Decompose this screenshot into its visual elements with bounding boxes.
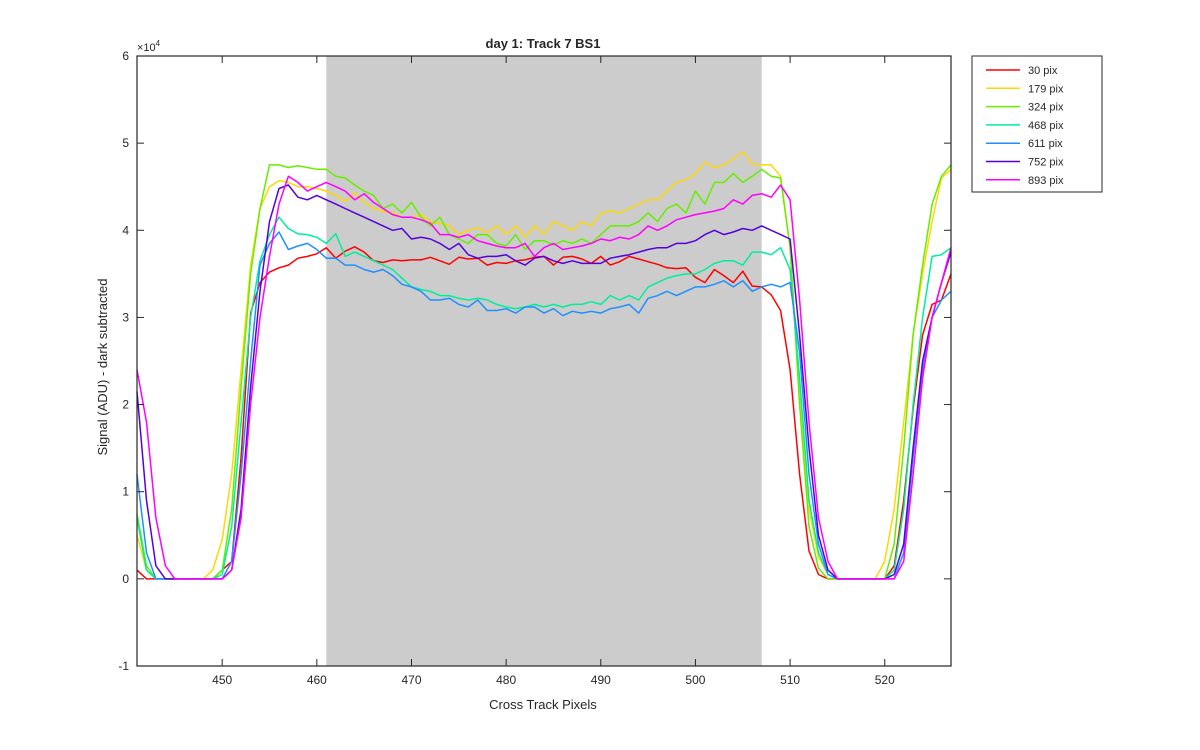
legend-label-4: 468 pix — [1028, 120, 1064, 132]
series-line-6 — [136, 184, 952, 580]
series-line-2 — [136, 151, 952, 580]
y-exponent-base: ×10 — [137, 42, 156, 54]
plot-area: 450 460 470 480 490 500 510 520 -1 0 1 2 3 4 5 6 — [118, 49, 952, 687]
chart-title: day 1: Track 7 BS1 — [486, 36, 601, 51]
legend-label-2: 179 pix — [1028, 83, 1064, 95]
y-tick-label: 3 — [122, 310, 129, 324]
x-tick-label: 510 — [780, 673, 800, 687]
series-line-7 — [136, 175, 952, 580]
x-tick-label: 500 — [685, 673, 705, 687]
legend: 30 pix 179 pix 324 pix 468 pix 611 pix 752 pi… — [971, 55, 1103, 193]
x-tick-label: 490 — [591, 673, 611, 687]
y-exponent-power: 4 — [156, 39, 161, 48]
y-tick-label: 1 — [122, 485, 129, 499]
x-tick-label: 520 — [875, 673, 895, 687]
y-exponent-label: ×104 — [137, 39, 161, 54]
x-tick-label: 470 — [401, 673, 421, 687]
legend-label-7: 893 pix — [1028, 175, 1064, 187]
legend-label-5: 611 pix — [1028, 138, 1063, 150]
legend-label-6: 752 pix — [1028, 157, 1064, 169]
legend-label-1: 30 pix — [1028, 65, 1058, 77]
x-tick-label: 450 — [212, 673, 232, 687]
x-tick-label: 480 — [496, 673, 516, 687]
y-tick-label: 4 — [122, 223, 129, 237]
y-tick-label: 6 — [122, 49, 129, 63]
shaded-region — [326, 56, 762, 666]
y-tick-label: 5 — [122, 136, 129, 150]
y-axis-label: Signal (ADU) - dark subtracted — [95, 278, 110, 455]
axes-box — [136, 55, 952, 667]
y-tick-label: 2 — [122, 398, 129, 412]
y-tick-label: -1 — [118, 659, 129, 673]
series-line-3 — [136, 164, 952, 580]
x-axis-label: Cross Track Pixels — [489, 697, 597, 712]
series-line-4 — [136, 216, 952, 580]
y-tick-label: 0 — [122, 572, 129, 586]
x-tick-label: 460 — [307, 673, 327, 687]
legend-label-3: 324 pix — [1028, 102, 1064, 114]
legend-box — [971, 55, 1103, 193]
